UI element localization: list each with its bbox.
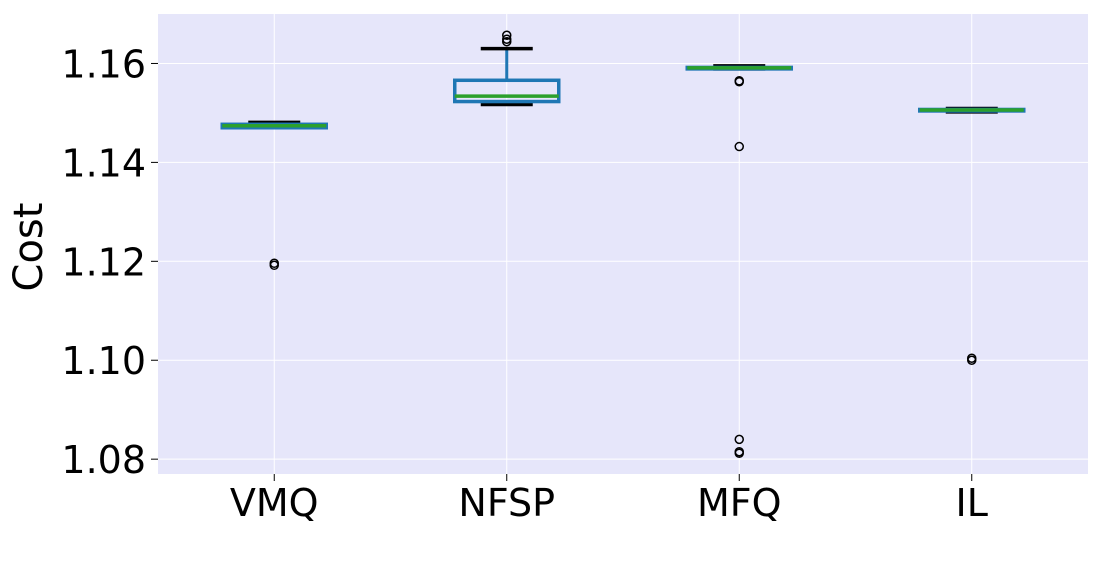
outlier-point (734, 434, 744, 445)
box-mfq (685, 64, 793, 458)
outlier-point (269, 258, 279, 269)
x-tick-label: MFQ (697, 481, 782, 525)
x-tick-label: VMQ (230, 481, 319, 525)
y-axis-label: Cost (6, 203, 52, 292)
outlier-point (967, 353, 977, 364)
y-tick-label: 1.10 (61, 339, 146, 383)
boxes (220, 30, 1026, 458)
box-il (918, 106, 1026, 365)
outlier-point (734, 141, 744, 152)
x-tick-label: NFSP (458, 481, 555, 525)
outlier-point (734, 76, 744, 86)
box-nfsp (453, 30, 561, 107)
box-vmq (220, 120, 328, 271)
x-tick-labels: VMQ NFSP MFQ IL (230, 474, 988, 525)
outlier-point (502, 34, 512, 44)
outlier-point (502, 30, 512, 41)
plot-area (158, 14, 1088, 474)
grid-lines (158, 14, 1088, 474)
y-tick-label: 1.16 (61, 42, 146, 86)
outlier-point (734, 448, 744, 458)
y-tick-labels: 1.08 1.10 1.12 1.14 1.16 (61, 42, 158, 482)
y-tick-label: 1.14 (61, 141, 146, 185)
iqr-box (453, 78, 561, 104)
x-tick-label: IL (956, 481, 988, 525)
y-tick-label: 1.12 (61, 240, 146, 284)
y-tick-label: 1.08 (61, 438, 146, 482)
